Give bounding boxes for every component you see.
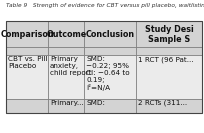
- Text: Conclusion: Conclusion: [86, 30, 135, 39]
- Text: Study Desi
Sample S: Study Desi Sample S: [145, 25, 194, 44]
- Bar: [136, 55, 202, 99]
- Text: 2 RCTs (311...: 2 RCTs (311...: [138, 100, 187, 106]
- Bar: [136, 47, 202, 55]
- Text: SMD:: SMD:: [86, 100, 105, 106]
- Bar: [84, 47, 136, 55]
- Bar: [136, 21, 202, 47]
- Bar: [84, 21, 136, 47]
- Bar: [48, 55, 84, 99]
- Bar: [6, 99, 48, 113]
- Text: Outcome: Outcome: [46, 30, 86, 39]
- Bar: [84, 99, 136, 113]
- Text: Primary...: Primary...: [50, 100, 83, 106]
- Text: CBT vs. Pill
Placebo: CBT vs. Pill Placebo: [8, 56, 47, 69]
- Text: Primary
anxiety,
child report: Primary anxiety, child report: [50, 56, 91, 76]
- Text: Table 9   Strength of evidence for CBT versus pill placebo, waitlisting/no treat: Table 9 Strength of evidence for CBT ver…: [6, 3, 204, 8]
- Bar: [6, 47, 48, 55]
- Bar: [48, 47, 84, 55]
- Bar: [84, 55, 136, 99]
- Bar: [48, 99, 84, 113]
- Bar: [6, 21, 48, 47]
- Bar: [48, 21, 84, 47]
- Text: 1 RCT (96 Pat...: 1 RCT (96 Pat...: [138, 56, 193, 63]
- Text: SMD:
−0.22; 95%
CI: −0.64 to
0.19;
I²=N/A: SMD: −0.22; 95% CI: −0.64 to 0.19; I²=N/…: [86, 56, 130, 92]
- Bar: [136, 99, 202, 113]
- Bar: [6, 21, 202, 113]
- Bar: [6, 55, 48, 99]
- Text: Comparison: Comparison: [0, 30, 54, 39]
